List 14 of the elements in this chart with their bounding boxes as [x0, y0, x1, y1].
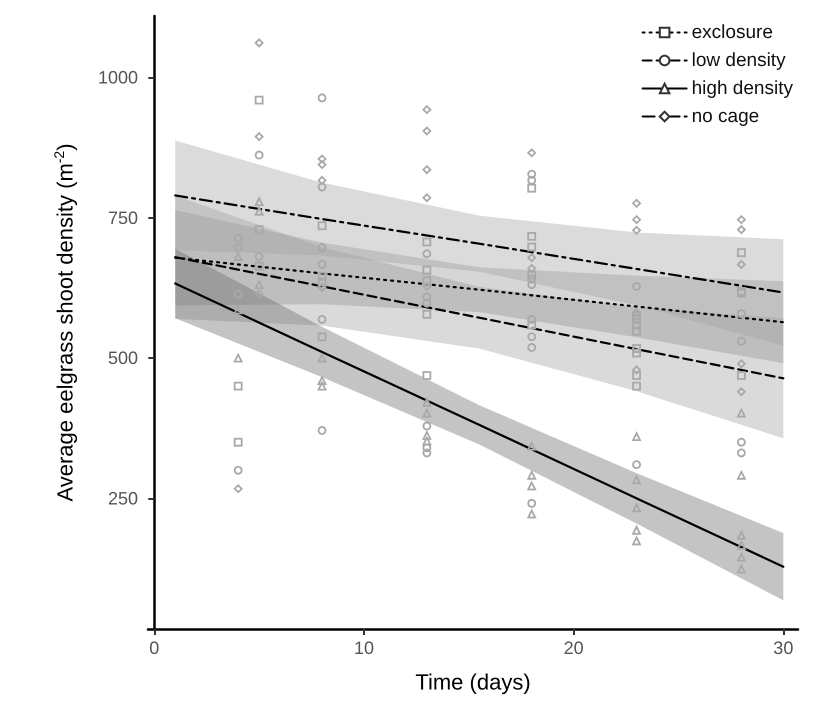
legend-label: exclosure [692, 22, 773, 43]
y-tick-label: 1000 [98, 68, 138, 88]
x-tick-label: 10 [354, 638, 374, 658]
legend-label: high density [692, 78, 794, 99]
x-tick-label: 20 [564, 638, 584, 658]
x-tick-label: 30 [773, 638, 794, 658]
y-tick-label: 750 [108, 208, 138, 228]
y-axis-title: Average eelgrass shoot density (m-2) [51, 143, 78, 502]
legend-label: no cage [692, 106, 760, 127]
x-axis-title: Time (days) [415, 670, 531, 694]
legend-label: low density [692, 50, 786, 71]
x-tick-label: 0 [149, 638, 160, 658]
y-tick-label: 250 [108, 488, 138, 508]
y-tick-label: 500 [108, 348, 138, 368]
